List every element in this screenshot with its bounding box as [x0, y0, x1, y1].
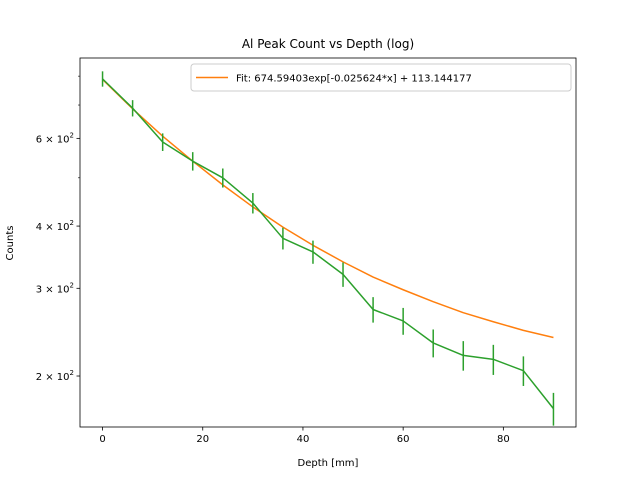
- y-tick-mantissa: 4: [36, 222, 42, 233]
- y-tick-times: × 10: [42, 284, 69, 295]
- y-tick-exponent: 2: [70, 131, 74, 139]
- legend-box: [190, 63, 572, 92]
- y-tick-exponent: 2: [70, 369, 74, 377]
- y-tick-times: × 10: [42, 134, 69, 145]
- y-tick-mantissa: 6: [36, 134, 42, 145]
- x-tick-label: 60: [397, 434, 410, 445]
- legend: Fit: 674.59403exp[-0.025624*x] + 113.144…: [190, 63, 572, 92]
- fit-line: [102, 78, 554, 339]
- data-line: [102, 78, 555, 410]
- x-tick-label: 40: [297, 434, 310, 445]
- x-tick-label: 80: [497, 434, 510, 445]
- y-tick-exponent: 2: [70, 219, 74, 227]
- y-tick-label: 4 × 102: [36, 219, 74, 233]
- plot-area: [101, 71, 555, 426]
- legend-label-fit: Fit: 674.59403exp[-0.025624*x] + 113.144…: [236, 74, 472, 85]
- x-axis-label: Depth [mm]: [298, 458, 359, 469]
- y-axis-label: Counts: [5, 226, 16, 261]
- y-tick-exponent: 2: [70, 281, 74, 289]
- y-tick-mantissa: 3: [36, 284, 42, 295]
- x-tick-label: 20: [196, 434, 209, 445]
- y-tick-label: 2 × 102: [36, 369, 74, 383]
- y-tick-label: 3 × 102: [36, 281, 74, 295]
- y-tick-label: 6 × 102: [36, 131, 74, 145]
- axes-frame: [79, 57, 577, 428]
- chart-title: Al Peak Count vs Depth (log): [242, 37, 414, 51]
- y-tick-times: × 10: [42, 372, 69, 383]
- y-tick-times: × 10: [42, 222, 69, 233]
- x-tick-label: 0: [99, 434, 105, 445]
- y-tick-mantissa: 2: [36, 372, 42, 383]
